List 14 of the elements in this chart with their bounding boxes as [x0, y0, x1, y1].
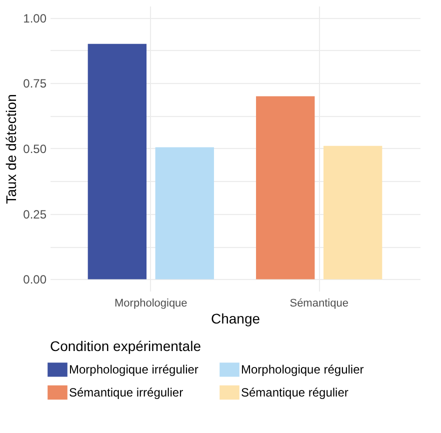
x-tick-label: Morphologique: [114, 298, 188, 310]
legend-label: Morphologique régulier: [241, 362, 364, 377]
legend-title: Condition expérimentale: [50, 338, 202, 354]
y-tick-label: 1.00: [23, 11, 47, 26]
y-tick-label: 0.75: [23, 76, 47, 91]
x-axis-title: Change: [210, 310, 260, 326]
y-tick-label: 0.50: [23, 142, 47, 156]
legend-label: Sémantique régulier: [241, 386, 348, 400]
y-axis-title: Taux de détection: [3, 94, 20, 204]
legend-label: Morphologique irrégulier: [69, 362, 198, 377]
legend-label: Sémantique irrégulier: [69, 386, 184, 400]
y-tick-label: 0.25: [23, 207, 47, 222]
x-tick-label: Sémantique: [290, 298, 348, 310]
y-tick-label: 0.00: [23, 272, 47, 287]
